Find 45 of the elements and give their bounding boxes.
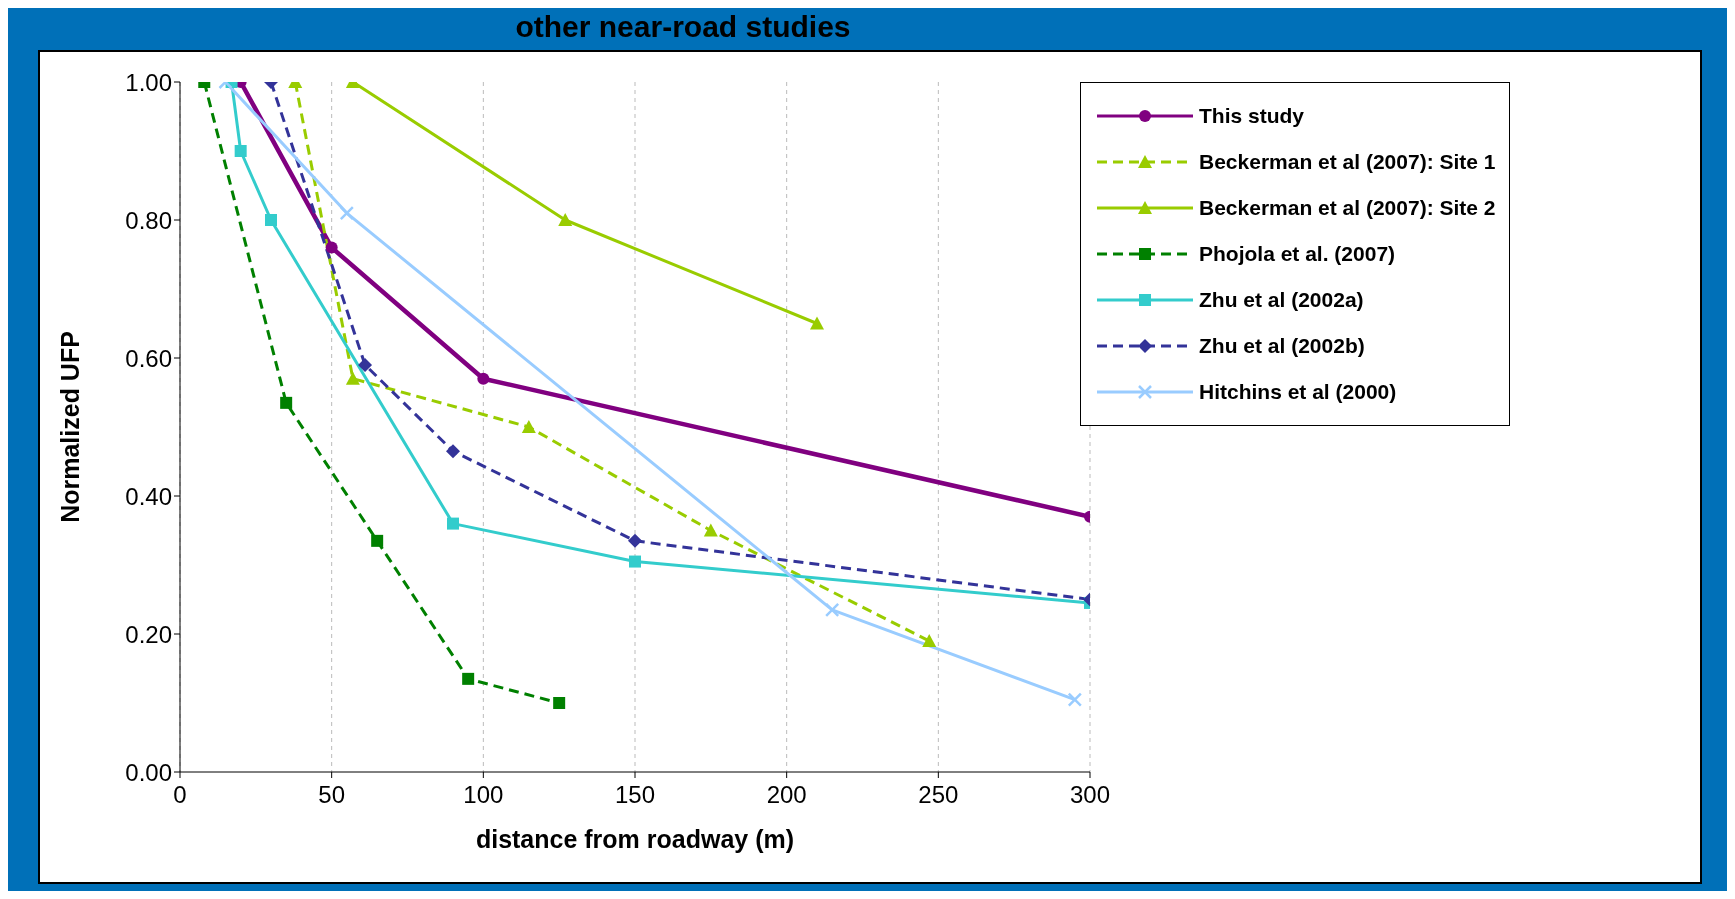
legend-label: Zhu et al (2002b)	[1199, 334, 1365, 358]
point	[345, 371, 360, 385]
point	[447, 517, 459, 530]
point	[1067, 692, 1083, 707]
y-tick-label: 0.40	[125, 482, 172, 510]
x-tick-label: 250	[918, 781, 959, 809]
point	[703, 523, 718, 537]
point	[922, 633, 937, 647]
x-tick-label: 150	[614, 781, 656, 809]
legend-label: Hitchins et al (2000)	[1199, 380, 1397, 404]
legend-label: Beckerman et al (2007): Site 1	[1199, 150, 1496, 174]
point	[371, 534, 384, 547]
x-tick-label: 300	[1069, 781, 1111, 809]
point	[628, 533, 642, 548]
point	[358, 357, 373, 372]
point	[553, 697, 566, 709]
point	[265, 214, 277, 226]
y-tick-label: 1.00	[125, 68, 172, 96]
legend-label: Phojola et al. (2007)	[1199, 242, 1396, 266]
point	[521, 420, 536, 433]
point	[325, 241, 338, 254]
legend-label: Zhu et al (2002a)	[1199, 288, 1364, 312]
point	[810, 316, 824, 330]
point	[280, 396, 293, 409]
y-axis-title: Normalized UFP	[55, 331, 84, 523]
legend-label: Beckerman et al (2007): Site 2	[1199, 196, 1496, 220]
x-axis-title: distance from roadway (m)	[475, 825, 795, 853]
point	[558, 213, 573, 226]
y-tick-label: 0.60	[125, 344, 172, 372]
x-tick-label: 200	[766, 781, 807, 809]
chart-title: other near-road studies	[514, 10, 852, 44]
point	[339, 205, 355, 221]
x-tick-label: 0	[173, 781, 187, 809]
point	[234, 145, 247, 157]
point	[477, 372, 490, 385]
y-tick-label: 0.00	[125, 758, 172, 786]
legend-label: This study	[1199, 104, 1305, 128]
x-tick-label: 50	[318, 781, 346, 809]
point	[462, 672, 475, 685]
point	[629, 555, 641, 568]
point	[824, 602, 840, 618]
y-tick-label: 0.20	[125, 620, 172, 648]
point	[446, 444, 460, 459]
x-tick-label: 100	[463, 781, 504, 809]
y-tick-label: 0.80	[125, 206, 172, 234]
